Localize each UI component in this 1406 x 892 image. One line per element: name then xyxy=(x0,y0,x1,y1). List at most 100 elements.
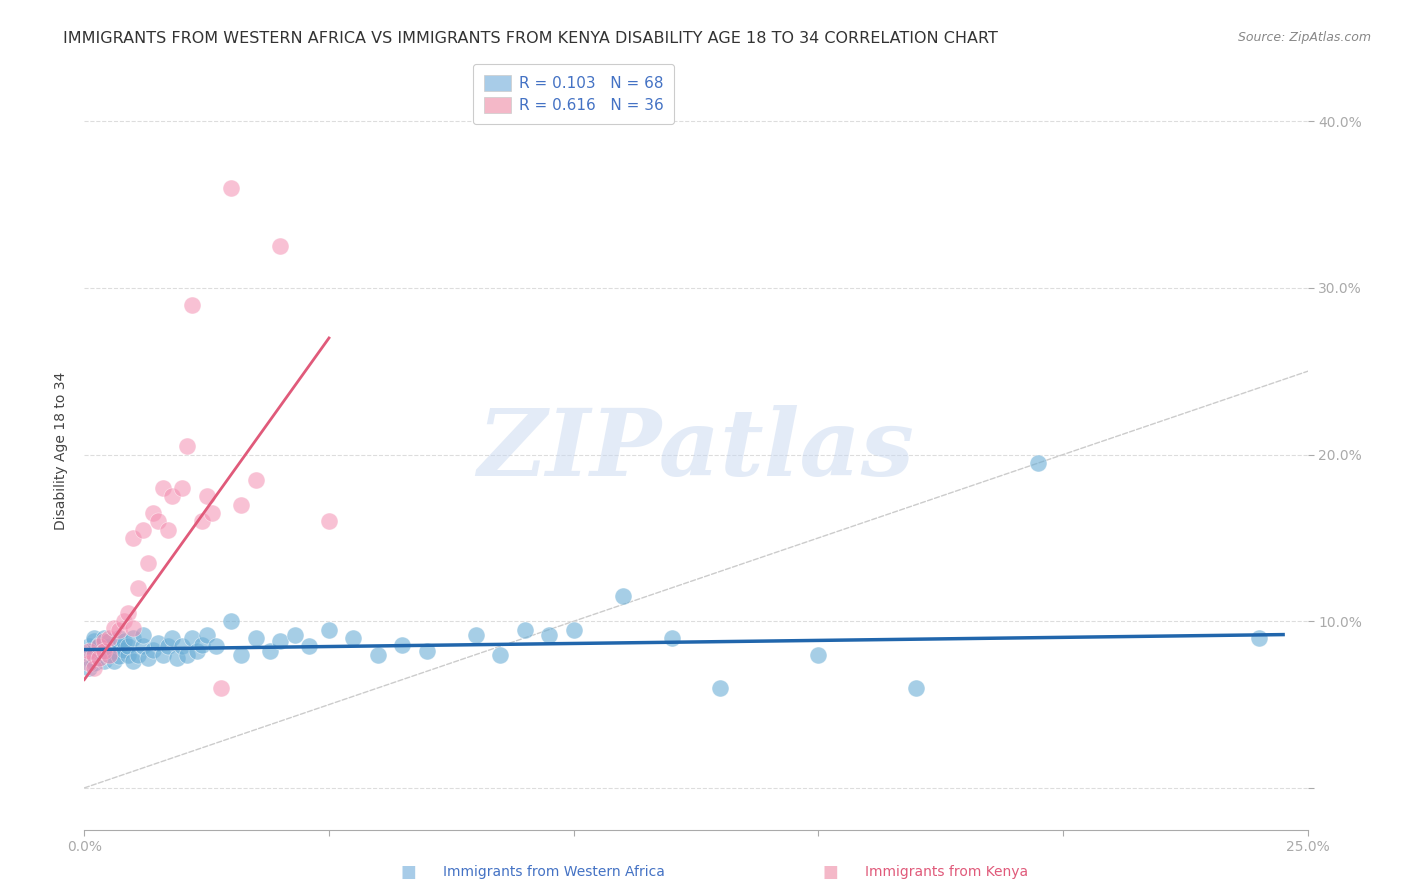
Point xyxy=(77,644,100,658)
Point xyxy=(562,623,585,637)
Point xyxy=(181,298,204,312)
Point xyxy=(87,651,110,665)
Point xyxy=(229,648,252,662)
Point xyxy=(905,681,928,695)
Point xyxy=(318,514,340,528)
Point xyxy=(87,651,110,665)
Point xyxy=(83,648,105,662)
Point xyxy=(87,638,110,652)
Point xyxy=(107,631,129,645)
Point xyxy=(83,644,105,658)
Point xyxy=(112,634,135,648)
Point xyxy=(146,514,169,528)
Point xyxy=(97,648,120,662)
Point xyxy=(1247,631,1270,645)
Point xyxy=(122,654,145,668)
Point xyxy=(464,627,486,641)
Point xyxy=(83,631,105,645)
Point xyxy=(103,654,125,668)
Point xyxy=(152,648,174,662)
Point xyxy=(122,621,145,635)
Point xyxy=(112,642,135,657)
Point xyxy=(807,648,830,662)
Point xyxy=(156,523,179,537)
Point xyxy=(117,640,139,654)
Point xyxy=(83,661,105,675)
Point xyxy=(127,648,149,662)
Point xyxy=(83,634,105,648)
Point xyxy=(513,623,536,637)
Point xyxy=(200,506,222,520)
Point xyxy=(103,621,125,635)
Point xyxy=(152,481,174,495)
Point xyxy=(298,640,321,654)
Point xyxy=(136,651,159,665)
Point xyxy=(77,661,100,675)
Point xyxy=(97,634,120,648)
Point xyxy=(97,640,120,654)
Point xyxy=(661,631,683,645)
Text: ZIPatlas: ZIPatlas xyxy=(478,406,914,495)
Point xyxy=(142,642,165,657)
Legend: R = 0.103   N = 68, R = 0.616   N = 36: R = 0.103 N = 68, R = 0.616 N = 36 xyxy=(472,64,675,124)
Point xyxy=(342,631,364,645)
Point xyxy=(93,644,115,658)
Point xyxy=(391,638,413,652)
Point xyxy=(156,640,179,654)
Y-axis label: Disability Age 18 to 34: Disability Age 18 to 34 xyxy=(53,371,67,530)
Text: ■: ■ xyxy=(823,863,838,881)
Point xyxy=(269,634,291,648)
Point xyxy=(219,181,242,195)
Point xyxy=(191,638,214,652)
Point xyxy=(136,556,159,570)
Point xyxy=(367,648,389,662)
Text: Source: ZipAtlas.com: Source: ZipAtlas.com xyxy=(1237,31,1371,45)
Point xyxy=(93,644,115,658)
Point xyxy=(127,581,149,595)
Point xyxy=(132,523,155,537)
Point xyxy=(77,640,100,654)
Point xyxy=(83,656,105,670)
Point xyxy=(87,648,110,662)
Point xyxy=(132,640,155,654)
Point xyxy=(172,481,194,495)
Point xyxy=(107,623,129,637)
Point xyxy=(709,681,731,695)
Point xyxy=(107,649,129,664)
Point xyxy=(122,631,145,645)
Point xyxy=(172,640,194,654)
Point xyxy=(112,614,135,628)
Point xyxy=(209,681,232,695)
Point xyxy=(132,627,155,641)
Point xyxy=(142,506,165,520)
Point xyxy=(97,649,120,664)
Point xyxy=(195,489,218,503)
Point xyxy=(162,489,184,503)
Point xyxy=(416,644,439,658)
Text: ■: ■ xyxy=(401,863,416,881)
Point xyxy=(93,634,115,648)
Point xyxy=(538,627,561,641)
Point xyxy=(93,631,115,645)
Point xyxy=(176,648,198,662)
Point xyxy=(97,631,120,645)
Text: Immigrants from Western Africa: Immigrants from Western Africa xyxy=(443,865,665,880)
Point xyxy=(176,439,198,453)
Point xyxy=(77,656,100,670)
Point xyxy=(103,644,125,658)
Point xyxy=(259,644,281,658)
Point xyxy=(181,631,204,645)
Point xyxy=(229,498,252,512)
Point xyxy=(269,239,291,253)
Point xyxy=(117,606,139,620)
Point xyxy=(93,654,115,668)
Point xyxy=(284,627,307,641)
Point xyxy=(166,651,188,665)
Point xyxy=(245,473,267,487)
Point xyxy=(191,514,214,528)
Point xyxy=(195,627,218,641)
Point xyxy=(87,640,110,654)
Point xyxy=(489,648,512,662)
Point xyxy=(245,631,267,645)
Point xyxy=(117,648,139,662)
